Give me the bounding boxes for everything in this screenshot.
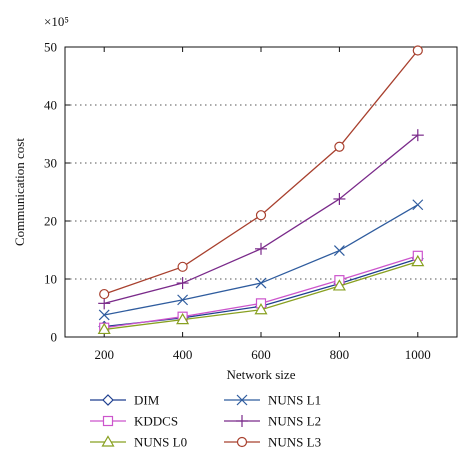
x-tick-label: 200 — [94, 347, 114, 362]
legend: DIM KDDCS NUNS L0 NUNS L1 NUNS L2 NUNS L3 — [90, 393, 321, 450]
y-tick-label: 10 — [44, 272, 57, 287]
marker-stroke — [236, 394, 248, 406]
y-axis-title: Communication cost — [12, 138, 27, 246]
legend-label: DIM — [134, 393, 160, 408]
marker-stroke — [177, 294, 189, 306]
series-marker — [98, 309, 110, 321]
series-marker — [333, 245, 345, 257]
legend-label: NUNS L3 — [268, 435, 321, 450]
legend-item: NUNS L3 — [224, 435, 321, 450]
series-line — [104, 260, 418, 331]
legend-label: NUNS L1 — [268, 393, 321, 408]
series-marker — [176, 312, 190, 325]
series-marker — [236, 415, 248, 427]
series-marker — [412, 199, 424, 211]
series-line — [104, 258, 418, 328]
series-marker — [255, 210, 267, 221]
y-tick-label: 50 — [44, 40, 57, 55]
series-nuns-l0 — [97, 254, 425, 335]
legend-item: NUNS L2 — [224, 414, 321, 429]
series-marker — [411, 129, 424, 142]
axis-ticks: 0 10 20 30 40 50 200 400 600 800 1000 — [44, 40, 457, 362]
legend-item: KDDCS — [90, 414, 178, 429]
series-line — [103, 50, 419, 295]
series-marker — [236, 436, 248, 448]
y-tick-label: 0 — [51, 330, 58, 345]
x-tick-label: 400 — [173, 347, 193, 362]
series-marker — [102, 394, 114, 406]
marker-stroke — [98, 309, 110, 321]
series-marker — [236, 394, 248, 406]
series-marker — [101, 435, 115, 447]
marker-stroke — [255, 277, 267, 289]
series-marker — [332, 279, 346, 291]
series-marker — [102, 415, 114, 427]
series-marker — [177, 261, 188, 272]
legend-item: DIM — [90, 393, 160, 408]
marker-stroke — [412, 199, 424, 211]
y-tick-label: 20 — [44, 214, 57, 229]
y-axis-multiplier: ×10⁵ — [44, 14, 69, 29]
legend-item: NUNS L1 — [224, 393, 321, 408]
grid-lines — [65, 104, 457, 280]
series-nuns-l2 — [98, 129, 424, 310]
series-marker — [334, 141, 345, 152]
x-axis-title: Network size — [227, 367, 296, 382]
series-marker — [255, 277, 267, 289]
series-marker — [333, 192, 346, 205]
series-marker — [99, 288, 110, 300]
plot-frame — [64, 46, 458, 338]
series-nuns-l3 — [99, 45, 423, 300]
x-tick-label: 800 — [330, 347, 350, 362]
series-group — [97, 45, 425, 335]
legend-label: KDDCS — [134, 414, 178, 429]
x-tick-label: 600 — [251, 347, 271, 362]
series-nuns-l1 — [98, 199, 424, 321]
legend-item: NUNS L0 — [90, 435, 187, 450]
series-marker — [411, 254, 425, 267]
series-marker — [254, 303, 268, 315]
marker-stroke — [333, 245, 345, 257]
series-marker — [98, 297, 111, 310]
series-marker — [177, 294, 189, 306]
series-marker — [412, 45, 423, 56]
x-tick-label: 1000 — [405, 347, 431, 362]
legend-label: NUNS L2 — [268, 414, 321, 429]
legend-label: NUNS L0 — [134, 435, 187, 450]
y-tick-label: 30 — [44, 156, 57, 171]
y-tick-label: 40 — [44, 98, 57, 113]
series-marker — [176, 277, 189, 290]
series-marker — [255, 242, 267, 255]
series-marker — [97, 322, 111, 335]
